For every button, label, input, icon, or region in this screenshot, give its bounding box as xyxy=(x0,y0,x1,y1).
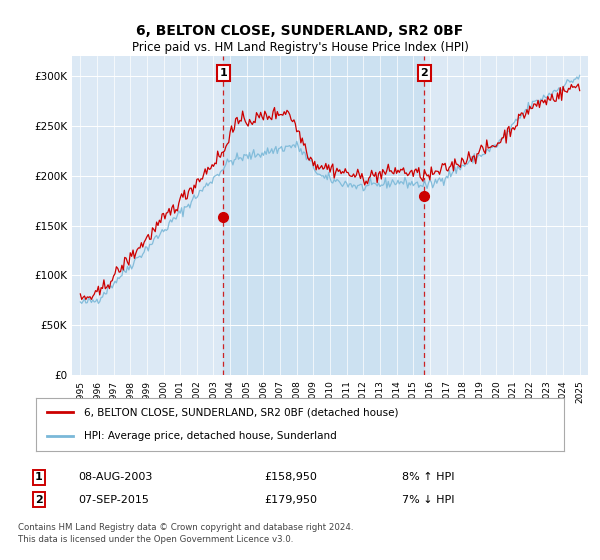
Text: Price paid vs. HM Land Registry's House Price Index (HPI): Price paid vs. HM Land Registry's House … xyxy=(131,41,469,54)
Text: 1: 1 xyxy=(220,68,227,78)
Bar xyxy=(223,56,424,375)
Text: HPI: Average price, detached house, Sunderland: HPI: Average price, detached house, Sund… xyxy=(83,431,336,441)
Text: 7% ↓ HPI: 7% ↓ HPI xyxy=(402,494,455,505)
Text: 1: 1 xyxy=(35,472,43,482)
Text: 6, BELTON CLOSE, SUNDERLAND, SR2 0BF (detached house): 6, BELTON CLOSE, SUNDERLAND, SR2 0BF (de… xyxy=(83,408,398,418)
Text: 6, BELTON CLOSE, SUNDERLAND, SR2 0BF: 6, BELTON CLOSE, SUNDERLAND, SR2 0BF xyxy=(136,24,464,38)
Text: 2: 2 xyxy=(35,494,43,505)
Text: This data is licensed under the Open Government Licence v3.0.: This data is licensed under the Open Gov… xyxy=(18,535,293,544)
Text: 08-AUG-2003: 08-AUG-2003 xyxy=(78,472,152,482)
Text: 2: 2 xyxy=(421,68,428,78)
Text: £179,950: £179,950 xyxy=(264,494,317,505)
Text: 8% ↑ HPI: 8% ↑ HPI xyxy=(402,472,455,482)
Text: £158,950: £158,950 xyxy=(264,472,317,482)
Text: Contains HM Land Registry data © Crown copyright and database right 2024.: Contains HM Land Registry data © Crown c… xyxy=(18,523,353,532)
Text: 07-SEP-2015: 07-SEP-2015 xyxy=(78,494,149,505)
